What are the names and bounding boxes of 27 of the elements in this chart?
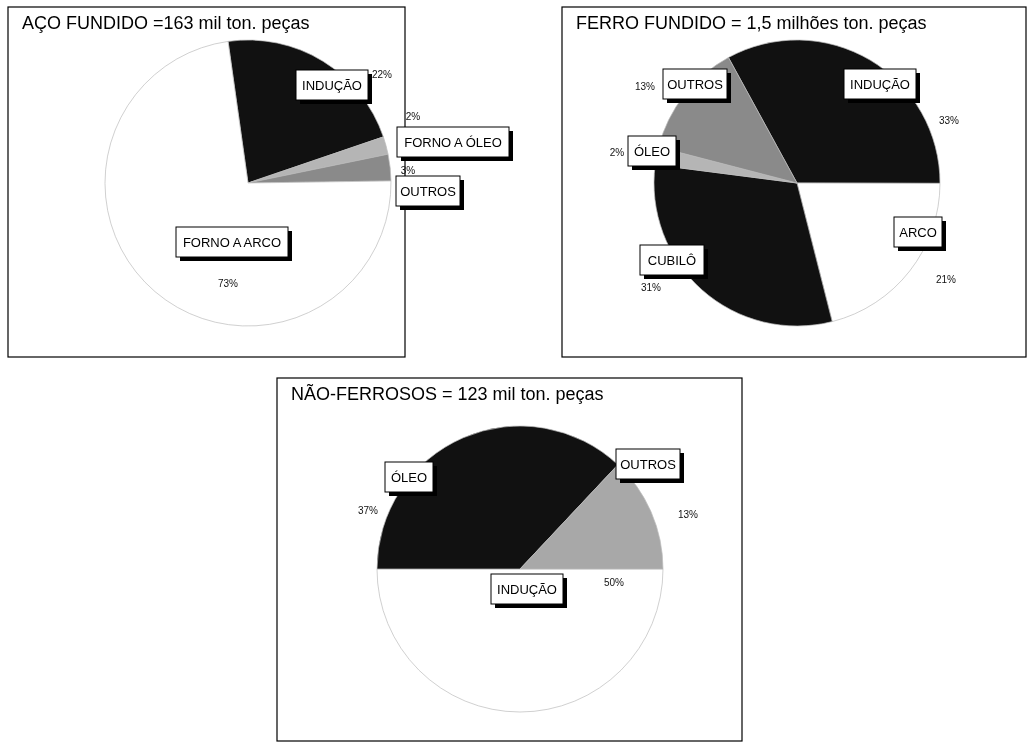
slice-label: INDUÇÃO bbox=[850, 77, 910, 92]
slice-label: ARCO bbox=[899, 225, 937, 240]
data-label: 2% bbox=[405, 111, 421, 122]
slice-label: INDUÇÃO bbox=[497, 582, 557, 597]
data-label: 2% bbox=[609, 147, 625, 158]
data-label: 33% bbox=[938, 115, 960, 126]
data-label: 31% bbox=[640, 282, 662, 293]
data-label: 13% bbox=[634, 81, 656, 92]
chart-title: NÃO-FERROSOS = 123 mil ton. peças bbox=[291, 383, 604, 404]
slice-label: FORNO A ÓLEO bbox=[404, 135, 502, 150]
data-label: 73% bbox=[217, 278, 239, 289]
pie-slice bbox=[104, 41, 392, 327]
slice-label: OUTROS bbox=[400, 184, 457, 199]
slice-label: ÓLEO bbox=[390, 470, 428, 485]
chart-title: AÇO FUNDIDO =163 mil ton. peças bbox=[22, 13, 310, 33]
data-label: 22% bbox=[371, 69, 393, 80]
data-label: 37% bbox=[357, 505, 379, 516]
data-label: 13% bbox=[677, 509, 699, 520]
slice-label: CUBILÔ bbox=[647, 253, 697, 268]
slice-label: INDUÇÃO bbox=[302, 78, 362, 93]
slice-label: OUTROS bbox=[667, 77, 724, 92]
chart-title: FERRO FUNDIDO = 1,5 milhões ton. peças bbox=[576, 13, 927, 33]
slice-label: FORNO A ARCO bbox=[182, 235, 282, 250]
slice-label: ÓLEO bbox=[633, 144, 671, 159]
slice-label: OUTROS bbox=[620, 457, 677, 472]
data-label: 21% bbox=[935, 274, 957, 285]
data-label: 50% bbox=[603, 577, 625, 588]
